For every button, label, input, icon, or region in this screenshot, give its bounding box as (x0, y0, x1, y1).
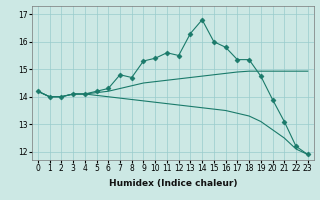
X-axis label: Humidex (Indice chaleur): Humidex (Indice chaleur) (108, 179, 237, 188)
